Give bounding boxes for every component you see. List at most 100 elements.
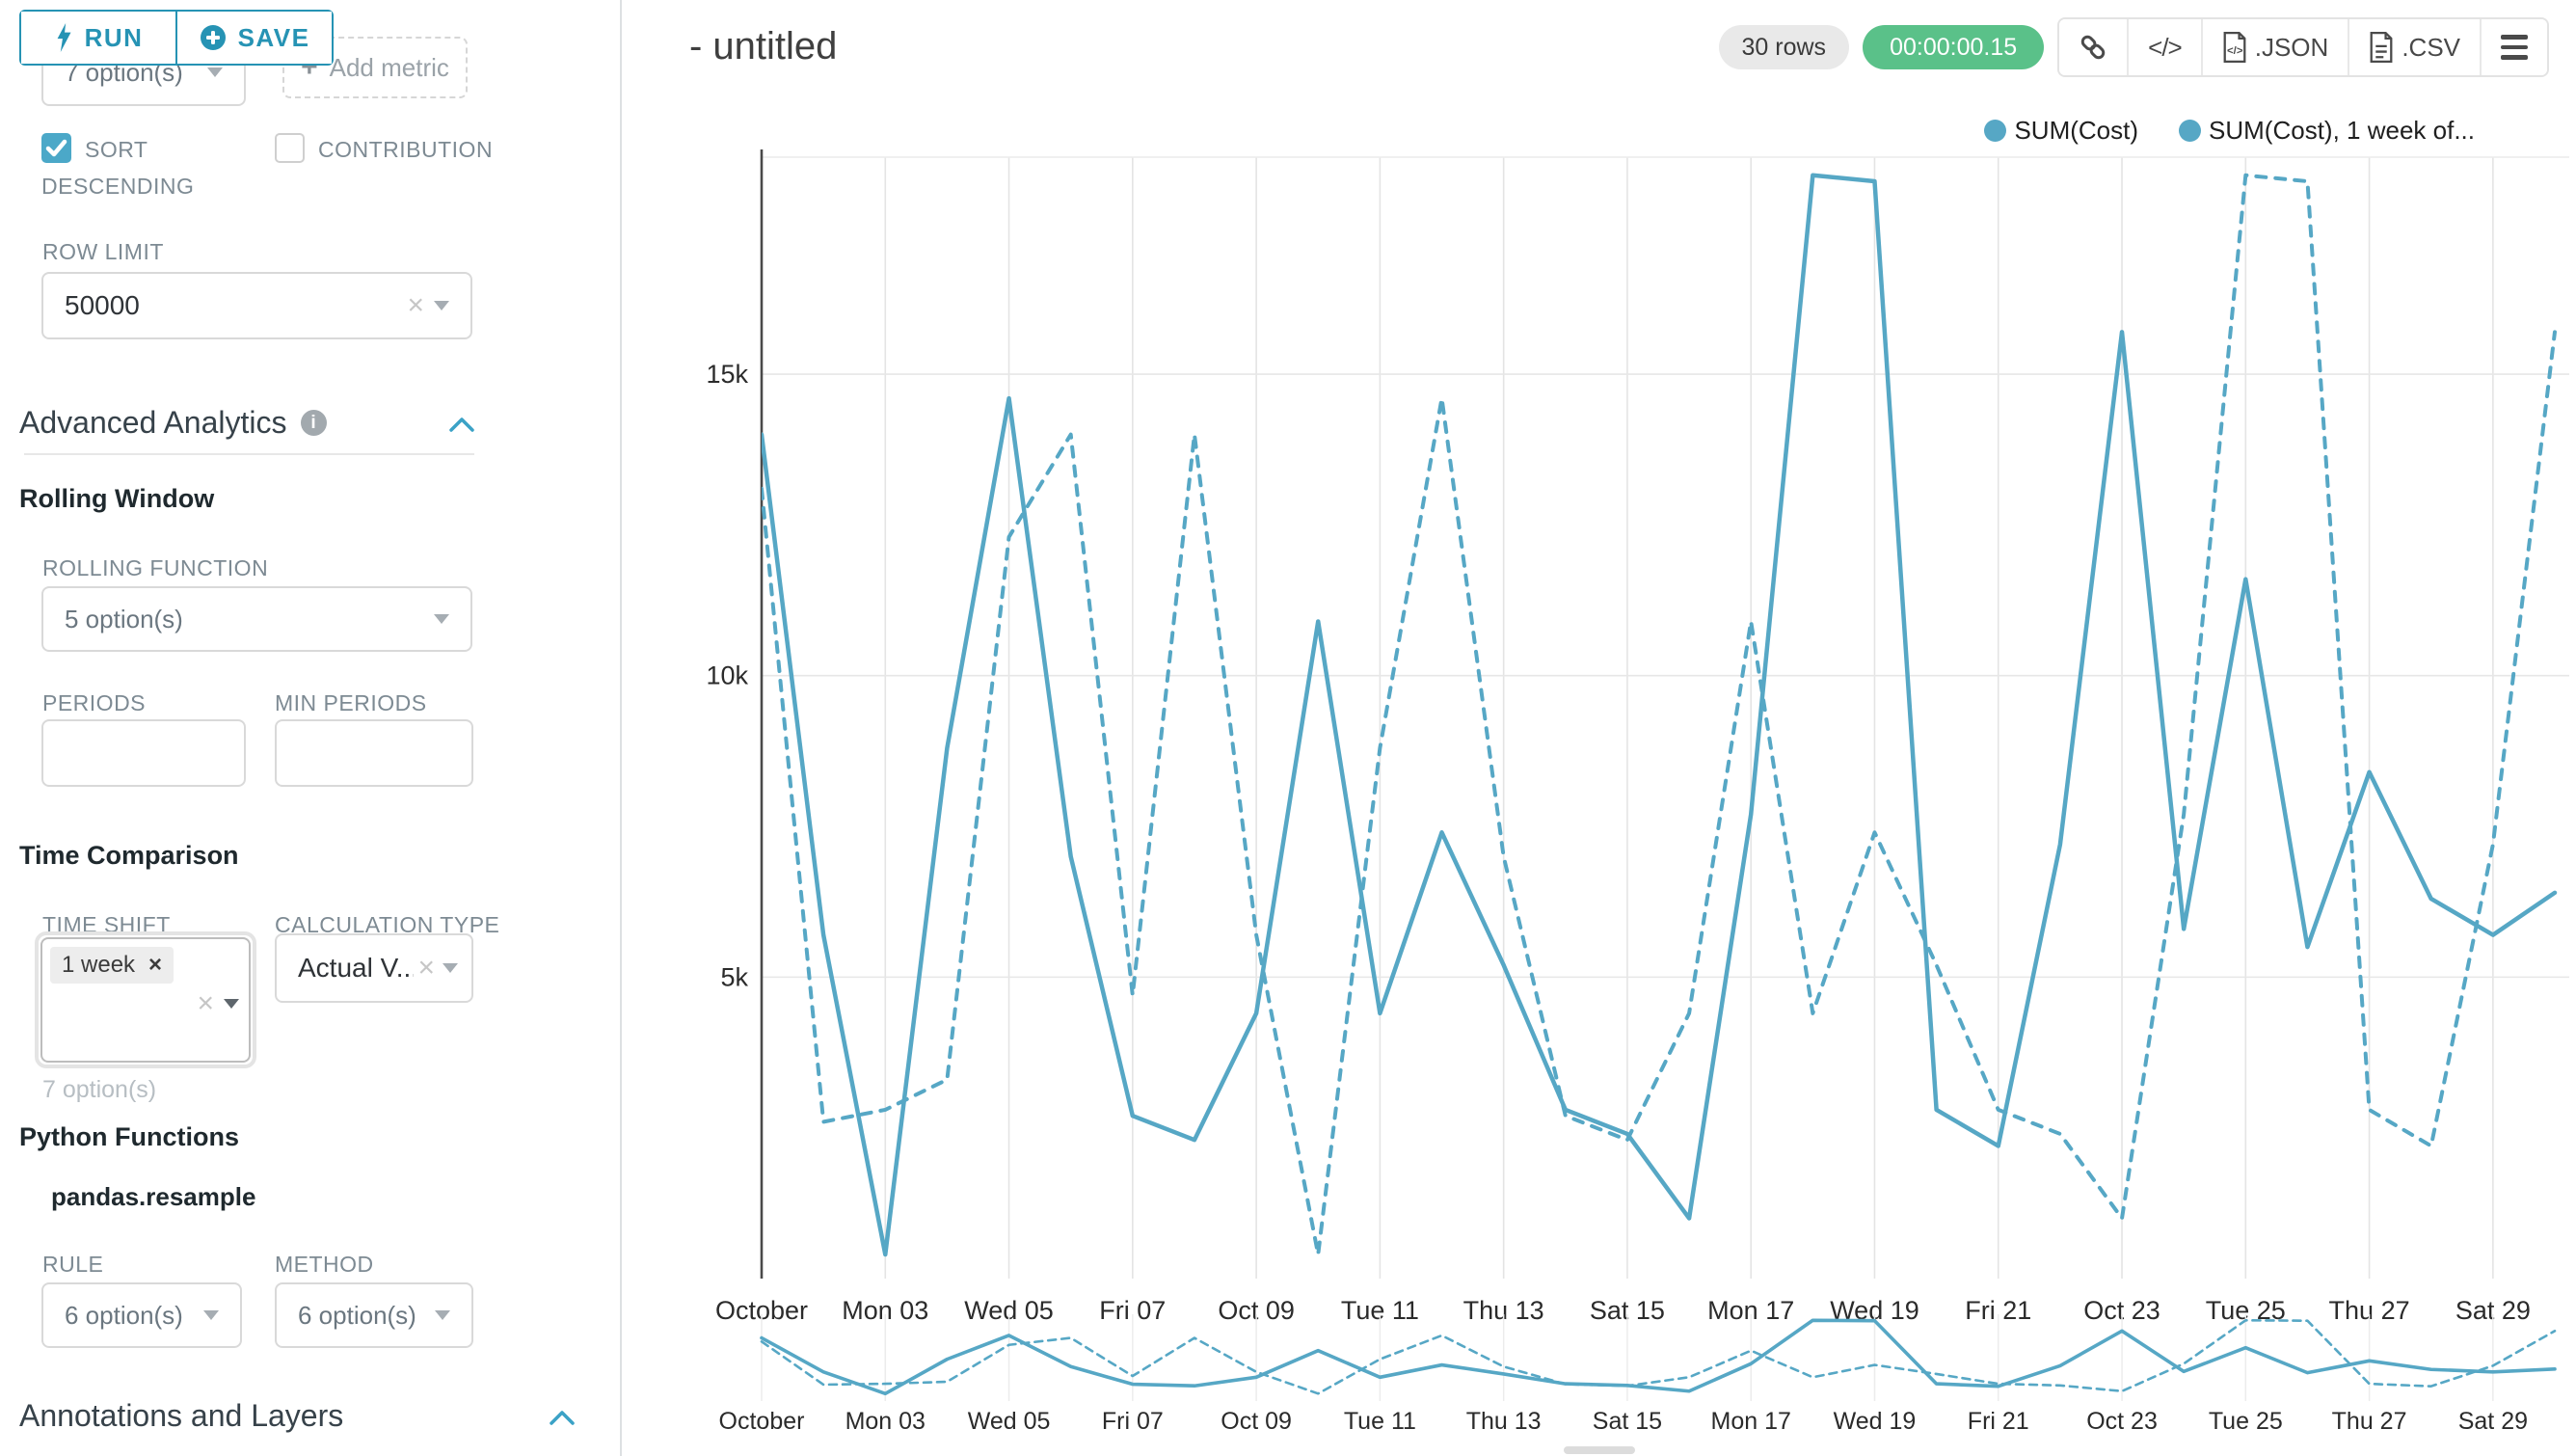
checkbox-unchecked-icon[interactable] [275, 133, 305, 163]
checkbox-checked-icon[interactable] [41, 133, 71, 163]
contribution-label: CONTRIBUTION [318, 137, 494, 162]
calculation-type-select[interactable]: Actual V... × [275, 933, 473, 1003]
clear-icon[interactable]: × [197, 987, 214, 1019]
chip-remove-icon[interactable]: × [148, 952, 163, 978]
legend-item-sum-cost-offset[interactable]: SUM(Cost), 1 week of... [2179, 116, 2475, 146]
chevron-up-icon[interactable] [449, 417, 474, 432]
chevron-down-icon [434, 614, 449, 624]
method-label: METHOD [275, 1252, 374, 1277]
svg-text:</>: </> [2227, 45, 2243, 57]
row-count-badge: 30 rows [1718, 25, 1850, 69]
info-icon: i [300, 410, 327, 436]
copy-link-button[interactable] [2059, 19, 2128, 75]
svg-text:Thu 27: Thu 27 [2332, 1408, 2407, 1435]
save-button[interactable]: SAVE [175, 12, 332, 64]
svg-text:15k: 15k [706, 360, 748, 389]
plus-circle-icon [200, 25, 226, 50]
rule-label: RULE [42, 1252, 104, 1277]
chevron-up-icon[interactable] [550, 1410, 575, 1425]
svg-text:Oct 09: Oct 09 [1221, 1408, 1292, 1435]
save-button-label: SAVE [237, 22, 310, 52]
embed-code-button[interactable]: </> [2127, 19, 2201, 75]
svg-text:Tue 11: Tue 11 [1344, 1408, 1416, 1435]
query-sidebar: RUN SAVE 7 option(s) + Add metric SORT D [0, 0, 622, 1456]
rolling-function-value: 5 option(s) [65, 604, 183, 634]
run-button[interactable]: RUN [21, 12, 175, 64]
svg-text:October: October [719, 1408, 805, 1435]
legend-dot-icon [1984, 120, 2007, 142]
svg-text:5k: 5k [720, 962, 748, 991]
contribution-checkbox-row[interactable]: CONTRIBUTION [275, 131, 593, 168]
annotations-layers-title: Annotations and Layers [19, 1398, 344, 1433]
section-divider [24, 453, 474, 455]
more-options-button[interactable] [2480, 19, 2547, 75]
time-shift-chip-label: 1 week [62, 952, 136, 978]
row-limit-label: ROW LIMIT [42, 239, 164, 264]
sort-descending-checkbox-row[interactable]: SORT DESCENDING [41, 131, 229, 204]
svg-text:Oct 23: Oct 23 [2086, 1408, 2158, 1435]
code-icon: </> [2148, 32, 2183, 62]
svg-text:Sat 29: Sat 29 [2458, 1408, 2528, 1435]
chevron-down-icon [224, 999, 239, 1009]
query-timer-badge: 00:00:00.15 [1863, 25, 2045, 69]
svg-text:Tue 25: Tue 25 [2209, 1408, 2283, 1435]
time-shift-multiselect[interactable]: 1 week × × [35, 931, 256, 1068]
hamburger-menu-icon [2501, 35, 2528, 60]
row-limit-value: 50000 [65, 290, 140, 320]
export-json-button[interactable]: </> .JSON [2200, 19, 2348, 75]
python-functions-header: Python Functions [19, 1122, 239, 1151]
link-icon [2080, 35, 2106, 60]
legend-label: SUM(Cost), 1 week of... [2209, 116, 2475, 145]
export-json-label: .JSON [2254, 32, 2329, 62]
periods-label: PERIODS [42, 690, 147, 715]
svg-text:Mon 03: Mon 03 [845, 1408, 926, 1435]
rolling-function-label: ROLLING FUNCTION [42, 555, 269, 580]
export-toolbar: </> </> .JSON [2057, 17, 2549, 77]
add-metric-label: Add metric [329, 52, 449, 82]
chart-legend: SUM(Cost) SUM(Cost), 1 week of... [1984, 116, 2475, 146]
legend-item-sum-cost[interactable]: SUM(Cost) [1984, 116, 2138, 146]
time-shift-helper: 7 option(s) [42, 1076, 157, 1103]
rolling-window-header: Rolling Window [19, 484, 215, 513]
rule-value: 6 option(s) [65, 1300, 183, 1330]
svg-text:Fri 07: Fri 07 [1102, 1408, 1164, 1435]
chevron-down-icon [207, 67, 223, 77]
method-value: 6 option(s) [298, 1300, 416, 1330]
svg-text:Mon 17: Mon 17 [1711, 1408, 1791, 1435]
min-periods-label: MIN PERIODS [275, 690, 427, 715]
method-select[interactable]: 6 option(s) [275, 1282, 473, 1348]
run-save-button-group: RUN SAVE [19, 10, 334, 66]
panel-resize-handle[interactable] [1564, 1446, 1635, 1454]
rule-select[interactable]: 6 option(s) [41, 1282, 242, 1348]
time-shift-chip[interactable]: 1 week × [50, 947, 174, 984]
clear-icon[interactable]: × [407, 289, 424, 321]
lightning-bolt-icon [57, 23, 71, 52]
timeseries-line-chart[interactable]: 5k 10k 15k October Mon 03 Wed 05 Fri 07 Oct 09 T… [622, 0, 2576, 1456]
annotations-layers-header[interactable]: Annotations and Layers [19, 1398, 343, 1434]
calculation-type-value: Actual V... [298, 953, 415, 983]
export-csv-button[interactable]: .CSV [2348, 19, 2480, 75]
rolling-function-select[interactable]: 5 option(s) [41, 586, 472, 652]
legend-dot-icon [2179, 120, 2202, 142]
chart-title[interactable]: - untitled [689, 25, 838, 67]
time-comparison-header: Time Comparison [19, 841, 239, 870]
svg-text:Sat 15: Sat 15 [1593, 1408, 1662, 1435]
svg-text:Fri 21: Fri 21 [1968, 1408, 2029, 1435]
chart-header-controls: 30 rows 00:00:00.15 </> [1718, 17, 2549, 77]
sort-descending-label: SORT DESCENDING [41, 137, 195, 199]
legend-label: SUM(Cost) [2014, 116, 2139, 145]
advanced-analytics-header[interactable]: Advanced Analytics i [19, 405, 327, 441]
chevron-down-icon [435, 1310, 450, 1320]
chevron-down-icon [434, 301, 449, 310]
advanced-analytics-title: Advanced Analytics [19, 405, 287, 440]
run-button-label: RUN [84, 22, 144, 52]
svg-text:Wed 19: Wed 19 [1834, 1408, 1917, 1435]
periods-input[interactable] [41, 719, 246, 787]
clear-icon[interactable]: × [417, 952, 435, 984]
svg-text:Thu 13: Thu 13 [1466, 1408, 1542, 1435]
row-limit-select[interactable]: 50000 × [41, 272, 472, 339]
chart-panel: - untitled 30 rows 00:00:00.15 </> [622, 0, 2576, 1456]
svg-text:10k: 10k [706, 661, 748, 690]
min-periods-input[interactable] [275, 719, 473, 787]
file-code-icon: </> [2223, 32, 2246, 63]
